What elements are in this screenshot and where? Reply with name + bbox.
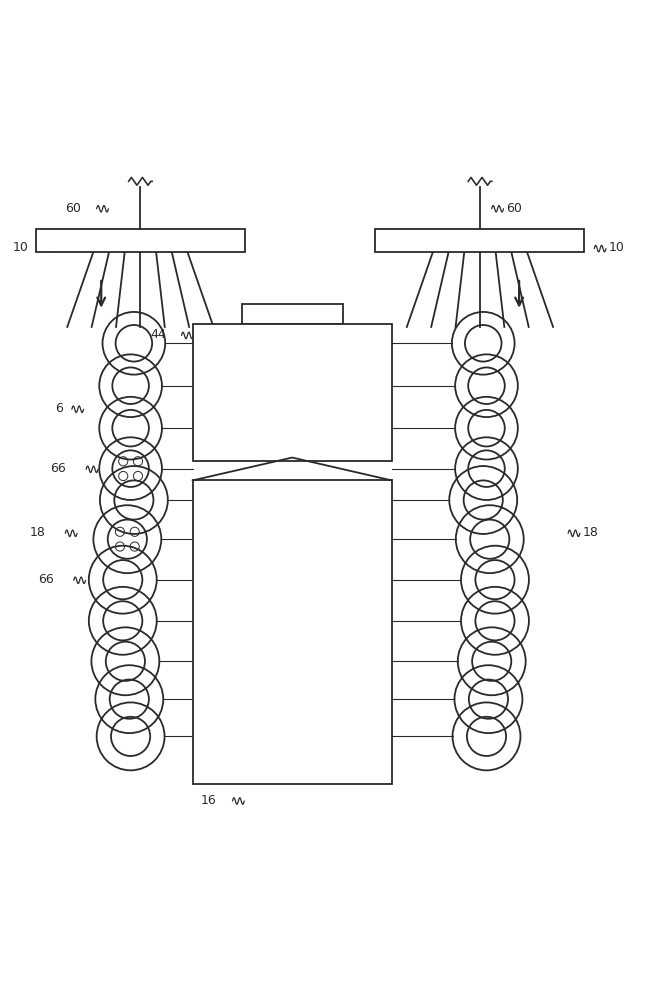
Text: 66: 66	[38, 573, 54, 586]
Text: 60: 60	[65, 202, 81, 215]
Text: 16: 16	[201, 794, 217, 807]
Text: 6: 6	[56, 402, 63, 415]
Bar	[242, 304, 343, 324]
Text: 44: 44	[150, 328, 166, 341]
Bar	[193, 480, 392, 784]
Text: 18: 18	[29, 526, 45, 539]
Text: 10: 10	[13, 241, 29, 254]
Text: 60: 60	[506, 202, 522, 215]
Text: 10: 10	[609, 241, 624, 254]
Text: 18: 18	[582, 526, 598, 539]
Bar	[193, 324, 392, 461]
Bar	[375, 229, 584, 252]
Bar	[36, 229, 245, 252]
Text: 66: 66	[50, 462, 66, 475]
